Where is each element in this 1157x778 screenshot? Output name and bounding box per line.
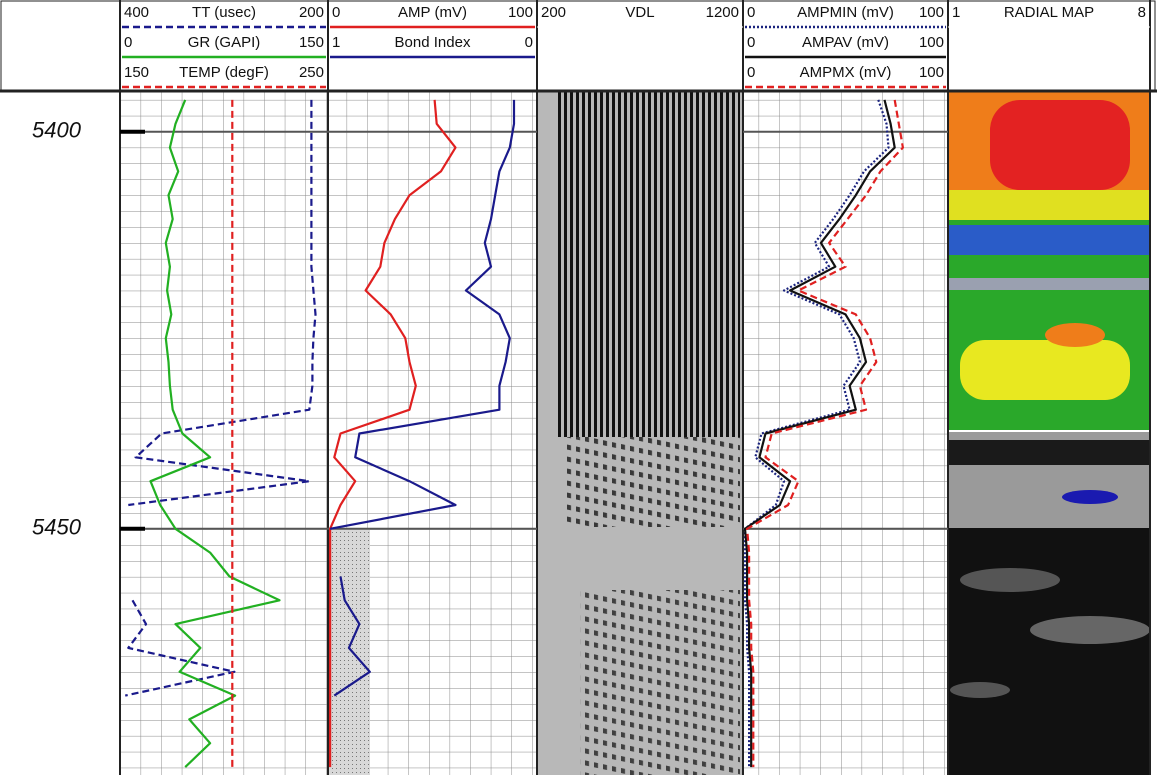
radial-map-image: [948, 92, 1150, 775]
scale-left: 200: [541, 4, 566, 21]
curve-name: RADIAL MAP: [1004, 4, 1094, 21]
scale-left: 0: [332, 4, 340, 21]
scale-left: 0: [747, 34, 755, 51]
curve-name: TEMP (degF): [179, 64, 269, 81]
scale-right: 200: [299, 4, 324, 21]
curve-name: Bond Index: [395, 34, 471, 51]
scale-left: 0: [747, 64, 755, 81]
curve-name: AMPAV (mV): [802, 34, 889, 51]
vdl-image: [537, 92, 743, 775]
scale-right: 150: [299, 34, 324, 51]
curve: [743, 99, 896, 768]
scale-left: 150: [124, 64, 149, 81]
curve: [329, 99, 457, 768]
scale-right: 1200: [706, 4, 739, 21]
track-grid: [743, 92, 948, 775]
scale-right: 8: [1138, 4, 1146, 21]
scale-right: 100: [919, 4, 944, 21]
curve-name: AMPMIN (mV): [797, 4, 894, 21]
curve-name: VDL: [625, 4, 654, 21]
scale-right: 250: [299, 64, 324, 81]
curve: [329, 99, 516, 697]
curve-name: GR (GAPI): [188, 34, 261, 51]
scale-right: 100: [919, 34, 944, 51]
curve-name: AMP (mV): [398, 4, 467, 21]
depth-label: 5450: [32, 515, 82, 540]
scale-left: 0: [124, 34, 132, 51]
curve-name: AMPMX (mV): [800, 64, 892, 81]
scale-right: 100: [919, 64, 944, 81]
bond-shading: [328, 528, 370, 775]
scale-right: 0: [525, 34, 533, 51]
scale-right: 100: [508, 4, 533, 21]
scale-left: 0: [747, 4, 755, 21]
curve: [746, 99, 904, 768]
header-frame: [0, 0, 1157, 93]
scale-left: 400: [124, 4, 149, 21]
scale-left: 1: [332, 34, 340, 51]
scale-left: 1: [952, 4, 960, 21]
curve-name: TT (usec): [192, 4, 256, 21]
depth-label: 5400: [32, 118, 82, 143]
curve: [149, 99, 281, 768]
